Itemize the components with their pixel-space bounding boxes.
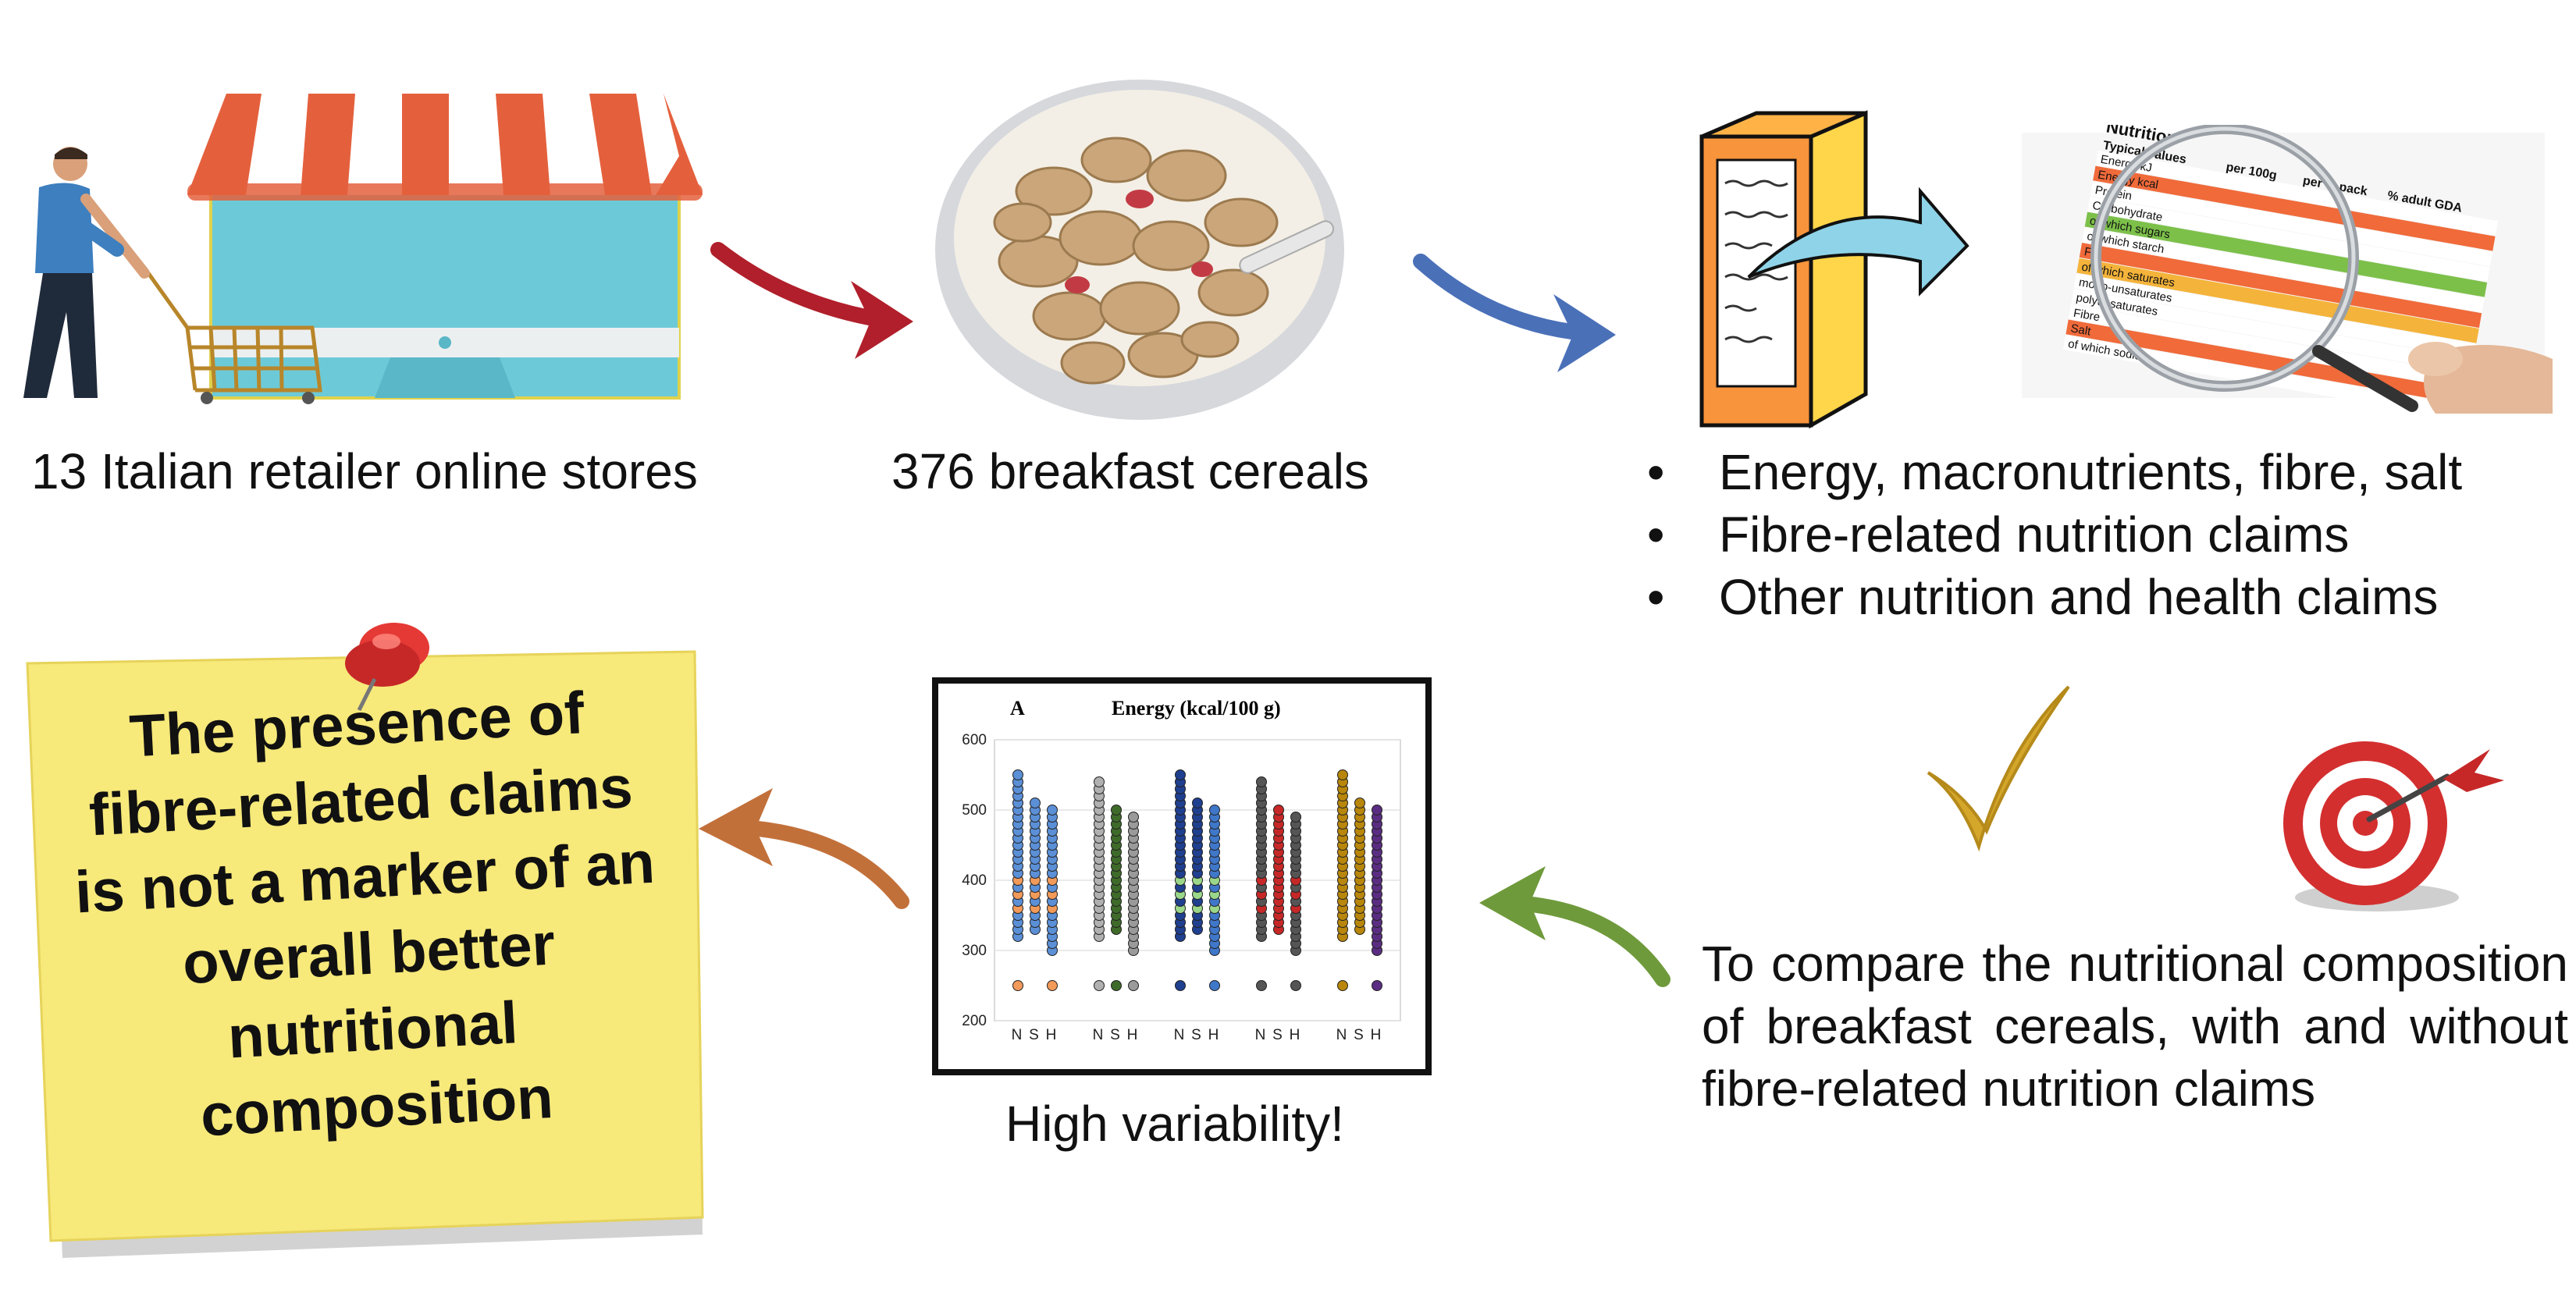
chart-x-tick-label: S [1029, 1027, 1041, 1043]
chart-y-tick-label: 600 [962, 732, 987, 748]
chart-x-tick-label: H [1371, 1027, 1384, 1043]
chart-point [1337, 980, 1348, 991]
chart-panel-label: A [1010, 697, 1025, 719]
chart-point [1047, 980, 1058, 991]
chart-point [1094, 776, 1105, 787]
chart-point [1094, 980, 1105, 991]
chart-point [1354, 798, 1365, 808]
chart-point [1209, 980, 1220, 991]
target-dart-icon [2283, 741, 2504, 911]
online-store-icon [187, 94, 703, 400]
chart-x-tick-label: H [1208, 1027, 1222, 1043]
chart-x-tick-label: N [1093, 1027, 1106, 1043]
chart-point [1175, 980, 1186, 991]
chart-point [1372, 805, 1382, 815]
variables-list: Energy, macronutrients, fibre, salt Fibr… [1647, 441, 2462, 628]
cereal-box-icon [1699, 110, 1868, 429]
push-pin-icon [345, 623, 429, 712]
label-row-name: Fibre [2073, 307, 2101, 325]
chart-x-tick-label: N [1336, 1027, 1350, 1043]
chart-x-tick-label: H [1290, 1027, 1303, 1043]
sticky-note [26, 650, 704, 1258]
chart-y-tick-label: 300 [962, 943, 987, 959]
chart-y-tick-label: 200 [962, 1013, 987, 1029]
chart-y-tick-label: 400 [962, 872, 987, 889]
stores-caption: 13 Italian retailer online stores [31, 443, 698, 499]
chart-title: Energy (kcal/100 g) [1112, 697, 1281, 719]
cereal-bowl-icon [935, 80, 1344, 420]
chart-point [1128, 812, 1139, 822]
chart-point [1209, 805, 1220, 815]
chart-x-tick-label: N [1012, 1027, 1025, 1043]
red-arrow-icon [710, 242, 913, 359]
chart-x-tick-label: S [1191, 1027, 1204, 1043]
chart-x-tick-label: N [1174, 1027, 1187, 1043]
chart-point [1273, 805, 1284, 815]
cereals-caption: 376 breakfast cereals [891, 443, 1369, 499]
chart-point [1290, 812, 1301, 822]
chart-x-tick-label: N [1255, 1027, 1268, 1043]
chart-point [1030, 798, 1041, 808]
blue-arrow-icon [1413, 254, 1616, 372]
chart-x-tick-label: H [1127, 1027, 1140, 1043]
chart-point [1192, 798, 1203, 808]
chart-point [1111, 980, 1122, 991]
chart-point [1047, 805, 1058, 815]
chart-point [1128, 980, 1139, 991]
chart-x-tick-label: H [1046, 1027, 1059, 1043]
chart-point [1111, 805, 1122, 815]
chart-point [1290, 980, 1301, 991]
variables-list-item: Fibre-related nutrition claims [1647, 503, 2462, 566]
checkmark-icon [1927, 685, 2070, 852]
box-to-label-arrow-icon [1747, 187, 1969, 297]
chart-point [1175, 769, 1186, 780]
orange-arrow-icon [699, 788, 909, 909]
aim-text: To compare the nutritional composition o… [1702, 936, 2568, 1117]
chart-x-tick-label: S [1354, 1027, 1366, 1043]
conclusion-text: The presence of fibre-related claims is … [73, 680, 656, 1149]
green-arrow-icon [1479, 866, 1670, 987]
chart-point [1012, 980, 1023, 991]
chart-point [1372, 980, 1382, 991]
shopper-cart-icon [23, 147, 322, 404]
magnifier-label-icon: Nutrition Typical values per 100g per ¼ … [2022, 125, 2553, 414]
variability-caption: High variability! [1005, 1096, 1344, 1152]
variables-list-item: Energy, macronutrients, fibre, salt [1647, 441, 2462, 503]
chart-x-tick-label: S [1110, 1027, 1123, 1043]
chart-point [1012, 769, 1023, 780]
chart-point [1256, 776, 1267, 787]
label-row-name: Salt [2069, 322, 2092, 338]
chart-x-tick-label: S [1272, 1027, 1285, 1043]
chart-point [1256, 980, 1267, 991]
chart-y-tick-label: 500 [962, 802, 987, 819]
variables-list-item: Other nutrition and health claims [1647, 566, 2462, 628]
chart-point [1337, 769, 1348, 780]
